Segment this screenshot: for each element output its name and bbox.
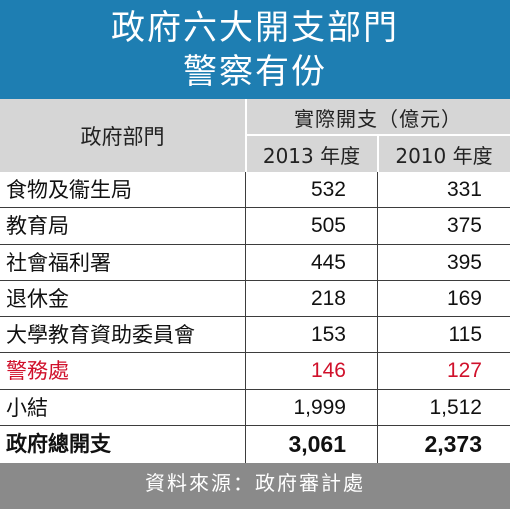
table-row: 大學教育資助委員會 153 115 <box>0 317 510 354</box>
row-value-2010: 127 <box>446 359 482 383</box>
table-body: 食物及衞生局 532 331 教育局 505 375 社會福利署 445 395… <box>0 172 510 462</box>
table-row: 食物及衞生局 532 331 <box>0 172 510 209</box>
header-actual-spending: 實際開支（億元） <box>294 106 462 131</box>
row-dept: 退休金 <box>6 286 69 311</box>
table-row-highlight: 警務處 146 127 <box>0 353 510 390</box>
row-value-2013: 445 <box>310 250 346 274</box>
row-value-2010: 2,373 <box>424 431 482 458</box>
column-divider-2 <box>377 172 378 463</box>
row-value-2010: 1,512 <box>429 395 482 419</box>
source-footer: 資料來源：政府審計處 <box>0 463 510 509</box>
title-banner: 政府六大開支部門 警察有份 <box>0 0 510 99</box>
row-value-2010: 169 <box>446 286 482 310</box>
header-divider-horizontal <box>246 134 510 136</box>
row-value-2010: 331 <box>446 178 482 201</box>
row-dept: 社會福利署 <box>6 250 111 275</box>
header-dept: 政府部門 <box>80 124 165 149</box>
row-value-2013: 532 <box>310 178 346 201</box>
row-dept: 政府總開支 <box>6 432 111 457</box>
row-value-2013: 153 <box>310 323 346 347</box>
title-line-2: 警察有份 <box>183 51 327 92</box>
table-row-total: 政府總開支 3,061 2,373 <box>0 426 510 462</box>
header-year-2010: 2010 年度 <box>395 143 493 168</box>
row-dept: 大學教育資助委員會 <box>6 323 195 348</box>
row-dept: 警務處 <box>6 359 69 384</box>
header-divider-years <box>377 135 379 172</box>
table-row-subtotal: 小結 1,999 1,512 <box>0 390 510 427</box>
row-value-2013: 3,061 <box>288 431 346 458</box>
title-line-1: 政府六大開支部門 <box>111 7 399 48</box>
row-value-2013: 1,999 <box>293 395 346 419</box>
row-dept: 小結 <box>6 395 48 420</box>
row-value-2013: 505 <box>310 214 346 238</box>
row-value-2013: 218 <box>310 286 346 310</box>
row-value-2010: 395 <box>446 250 482 274</box>
row-value-2010: 115 <box>448 323 482 347</box>
column-divider-1 <box>245 172 246 463</box>
row-dept: 食物及衞生局 <box>6 178 132 202</box>
row-value-2010: 375 <box>446 214 482 238</box>
table-row: 教育局 505 375 <box>0 208 510 245</box>
table-row: 社會福利署 445 395 <box>0 245 510 281</box>
header-year-2013: 2013 年度 <box>262 143 361 168</box>
table-row: 退休金 218 169 <box>0 281 510 318</box>
row-dept: 教育局 <box>6 214 69 239</box>
row-value-2013: 146 <box>310 359 346 383</box>
